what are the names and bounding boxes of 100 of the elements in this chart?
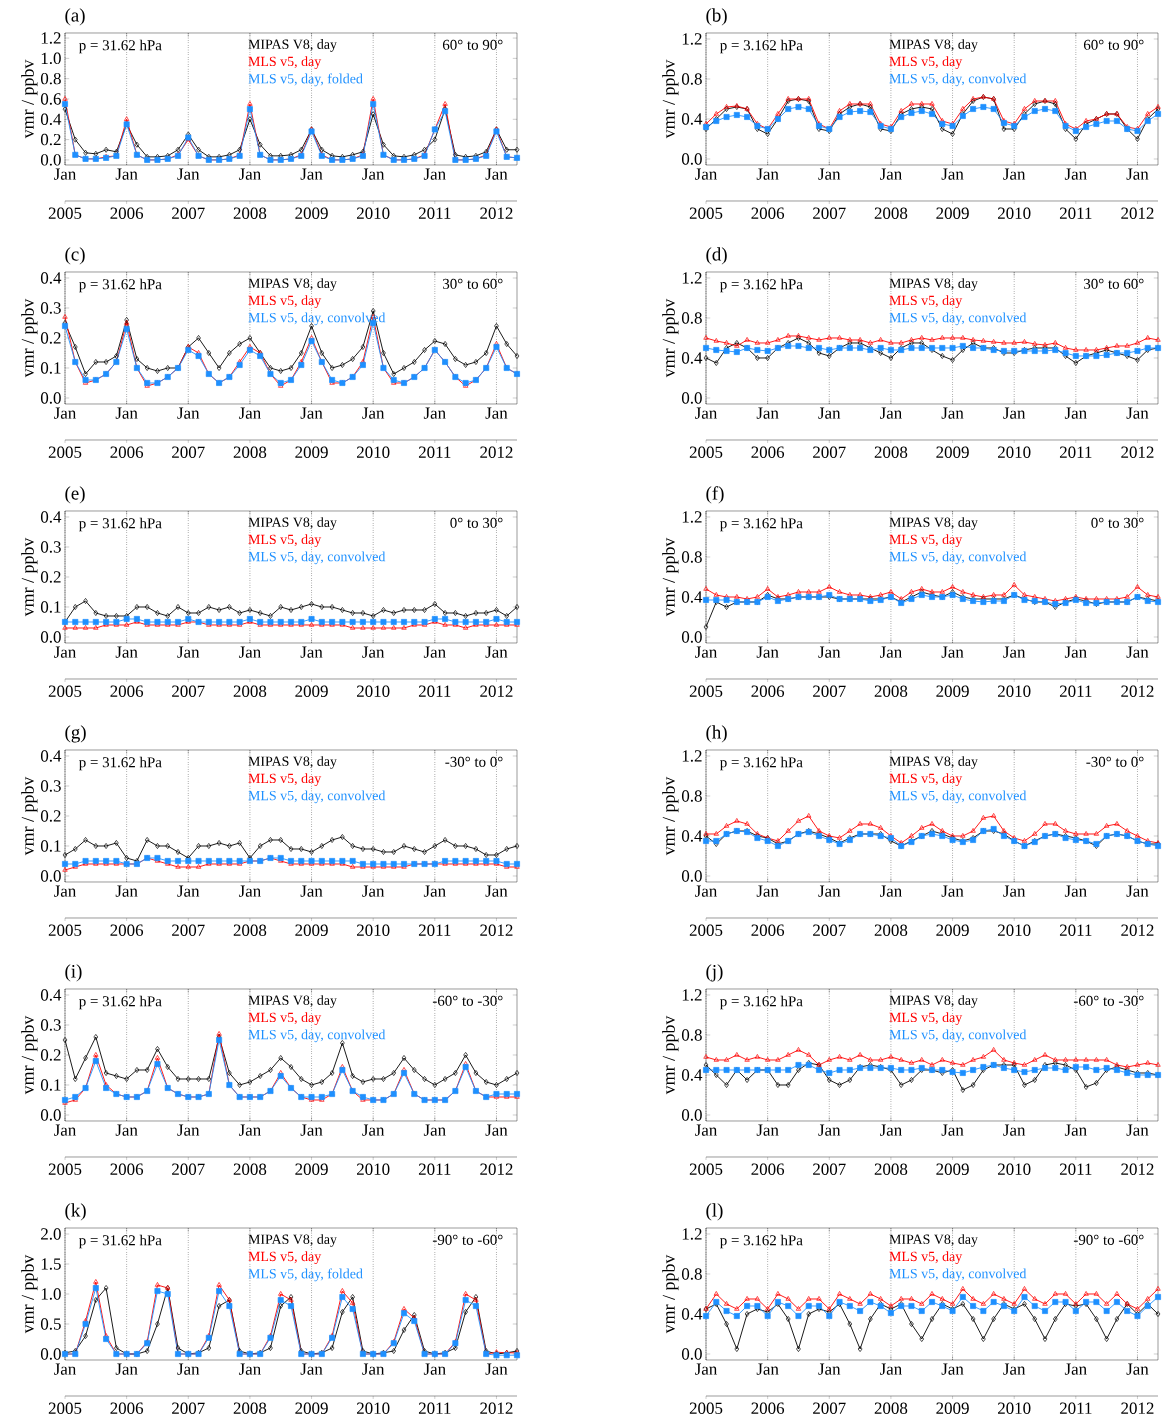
annotation: p = 31.62 hPa: [78, 39, 162, 54]
x-tick-label: Jan: [1064, 646, 1087, 658]
x-tick-label: Jan: [941, 168, 964, 180]
x2-tick-label: 2010: [357, 207, 390, 219]
chart-title: (l): [706, 1203, 723, 1221]
x-tick-label: Jan: [300, 407, 323, 419]
x2-tick-label: 2007: [813, 207, 846, 219]
y-tick-label: 0.8: [40, 72, 61, 85]
y-tick-label: 0.8: [681, 1268, 702, 1280]
y-tick-label: 0.8: [681, 790, 702, 802]
x2-tick-label: 2011: [418, 685, 451, 697]
y-tick-label: 0.1: [40, 1079, 61, 1091]
x-tick-label: Jan: [1126, 646, 1149, 658]
annotation: -90° to -60°: [1073, 1234, 1144, 1245]
x2-tick-label: 2007: [172, 207, 205, 219]
series-label: MLS v5, day, convolved: [889, 1268, 1027, 1282]
x2-tick-label: 2007: [172, 1402, 205, 1414]
x-tick-label: Jan: [941, 1363, 964, 1375]
x-tick-label: Jan: [177, 1124, 200, 1136]
y-tick-label: 0.1: [40, 840, 61, 852]
legend-label: MIPAS V8, day: [248, 39, 337, 52]
x2-tick-label: 2005: [48, 446, 82, 458]
x2-tick-label: 2012: [1121, 1402, 1154, 1414]
x-tick-label: Jan: [423, 1124, 446, 1136]
x-tick-label: Jan: [54, 646, 77, 658]
x2-tick-label: 2009: [295, 446, 328, 458]
x2-tick-label: 2009: [936, 1402, 969, 1414]
y-axis-title: vmr / ppbv: [662, 59, 679, 139]
x-tick-label: Jan: [115, 168, 138, 180]
legend-label: MIPAS V8, day: [248, 756, 337, 769]
x-tick-label: Jan: [818, 646, 841, 658]
y-tick-label: 0.0: [40, 392, 61, 404]
x2-tick-label: 2006: [751, 924, 785, 936]
annotation: p = 31.62 hPa: [78, 1234, 162, 1249]
y-tick-label: 0.2: [40, 332, 61, 344]
x2-tick-label: 2007: [813, 1163, 846, 1175]
x2-tick-label: 2009: [936, 1163, 969, 1175]
y-tick-label: 0.8: [681, 1029, 702, 1041]
x2-tick-label: 2010: [998, 685, 1031, 697]
x-tick-label: Jan: [1126, 1124, 1149, 1136]
x2-tick-label: 2012: [1121, 685, 1154, 697]
x2-tick-label: 2006: [110, 207, 144, 219]
x-tick-label: Jan: [756, 646, 779, 658]
annotation: -90° to -60°: [432, 1234, 503, 1245]
x2-tick-label: 2008: [874, 924, 908, 936]
x-tick-label: Jan: [485, 885, 508, 897]
y-axis-title: vmr / ppbv: [662, 298, 679, 378]
y-axis-title: vmr / ppbv: [21, 1015, 38, 1095]
x2-tick-label: 2011: [1059, 685, 1092, 697]
x-tick-label: Jan: [1003, 1363, 1026, 1375]
y-tick-label: 0.8: [681, 312, 702, 324]
x-tick-label: Jan: [238, 1363, 261, 1375]
y-tick-label: 0.1: [40, 362, 61, 374]
y-tick-label: 1.2: [682, 750, 702, 762]
x2-tick-label: 2008: [233, 207, 267, 219]
x-tick-label: Jan: [238, 885, 261, 897]
x2-tick-label: 2006: [110, 446, 144, 458]
y-axis-title: vmr / ppbv: [662, 537, 679, 617]
x-tick-label: Jan: [879, 407, 902, 419]
x2-tick-label: 2012: [1121, 207, 1154, 219]
x2-tick-label: 2006: [751, 1402, 785, 1414]
x-tick-label: Jan: [177, 168, 200, 180]
x2-tick-label: 2005: [689, 446, 723, 458]
x2-tick-label: 2009: [295, 924, 328, 936]
x2-tick-label: 2007: [813, 924, 846, 936]
y-tick-label: 0.4: [40, 750, 62, 762]
x2-tick-label: 2008: [233, 446, 267, 458]
legend-label: MIPAS V8, day: [889, 1234, 978, 1247]
y-tick-label: 0.3: [40, 541, 61, 553]
x2-tick-label: 2009: [295, 1163, 328, 1175]
x2-tick-label: 2012: [480, 1402, 513, 1414]
x-tick-label: Jan: [238, 407, 261, 419]
chart-title: (d): [706, 247, 727, 265]
text: MLS v5, day: [889, 534, 963, 547]
x2-tick-label: 2008: [874, 207, 908, 219]
annotation: p = 31.62 hPa: [78, 995, 162, 1010]
x2-tick-label: 2005: [689, 685, 723, 697]
x2-tick-label: 2007: [813, 446, 846, 458]
y-tick-label: 1.0: [41, 52, 61, 65]
x2-tick-label: 2007: [813, 1402, 846, 1414]
y-tick-label: 0.4: [40, 511, 62, 523]
legend-label: MIPAS V8, day: [248, 1234, 337, 1247]
x2-tick-label: 2009: [295, 1402, 328, 1414]
x2-tick-label: 2011: [1059, 1163, 1092, 1175]
y-tick-label: 0.4: [681, 1308, 703, 1320]
legend-label: MIPAS V8, day: [889, 756, 978, 769]
x-tick-label: Jan: [485, 168, 508, 180]
y-axis-title: vmr / ppbv: [21, 1254, 38, 1334]
x2-tick-label: 2006: [110, 1402, 144, 1414]
series-label: MLS v5, day: [889, 295, 963, 308]
y-tick-label: 0.8: [681, 551, 702, 563]
annotation: 60° to 90°: [1083, 39, 1144, 50]
y-tick-label: 1.2: [41, 32, 61, 44]
y-axis-title: vmr / ppbv: [21, 537, 38, 617]
x2-tick-label: 2008: [233, 685, 267, 697]
y-tick-label: 0.0: [40, 1109, 61, 1121]
x-tick-label: Jan: [879, 168, 902, 180]
x2-tick-label: 2005: [689, 1163, 723, 1175]
x-tick-label: Jan: [54, 1363, 77, 1375]
x2-tick-label: 2012: [480, 446, 513, 458]
